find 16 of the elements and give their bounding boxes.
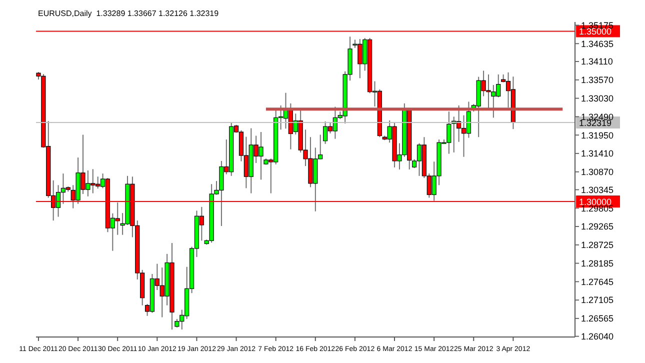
y-tick-label: 1.34110 [581, 56, 613, 67]
y-tick-label: 1.26040 [581, 332, 614, 342]
y-tick-label: 1.31410 [581, 148, 614, 159]
y-tick-label: 1.34635 [581, 38, 614, 49]
y-tick-label: 1.31950 [581, 130, 614, 140]
y-tick-label: 1.33570 [581, 75, 614, 86]
y-tick-label: 1.26565 [581, 314, 614, 324]
y-tick-label: 1.30870 [581, 167, 614, 178]
y-tick-label: 1.33030 [581, 93, 614, 104]
y-tick-label: 1.27645 [581, 276, 614, 287]
y-tick-label: 1.28185 [581, 258, 614, 268]
y-tick-label: 1.27105 [581, 295, 614, 306]
y-tick-label: 1.28725 [581, 240, 614, 250]
chart-title: EURUSD,Daily 1.33289 1.33667 1.32126 1.32319 [38, 9, 219, 18]
y-tick-label: 1.30345 [581, 184, 614, 195]
y-tick-label: 1.29265 [581, 222, 614, 232]
